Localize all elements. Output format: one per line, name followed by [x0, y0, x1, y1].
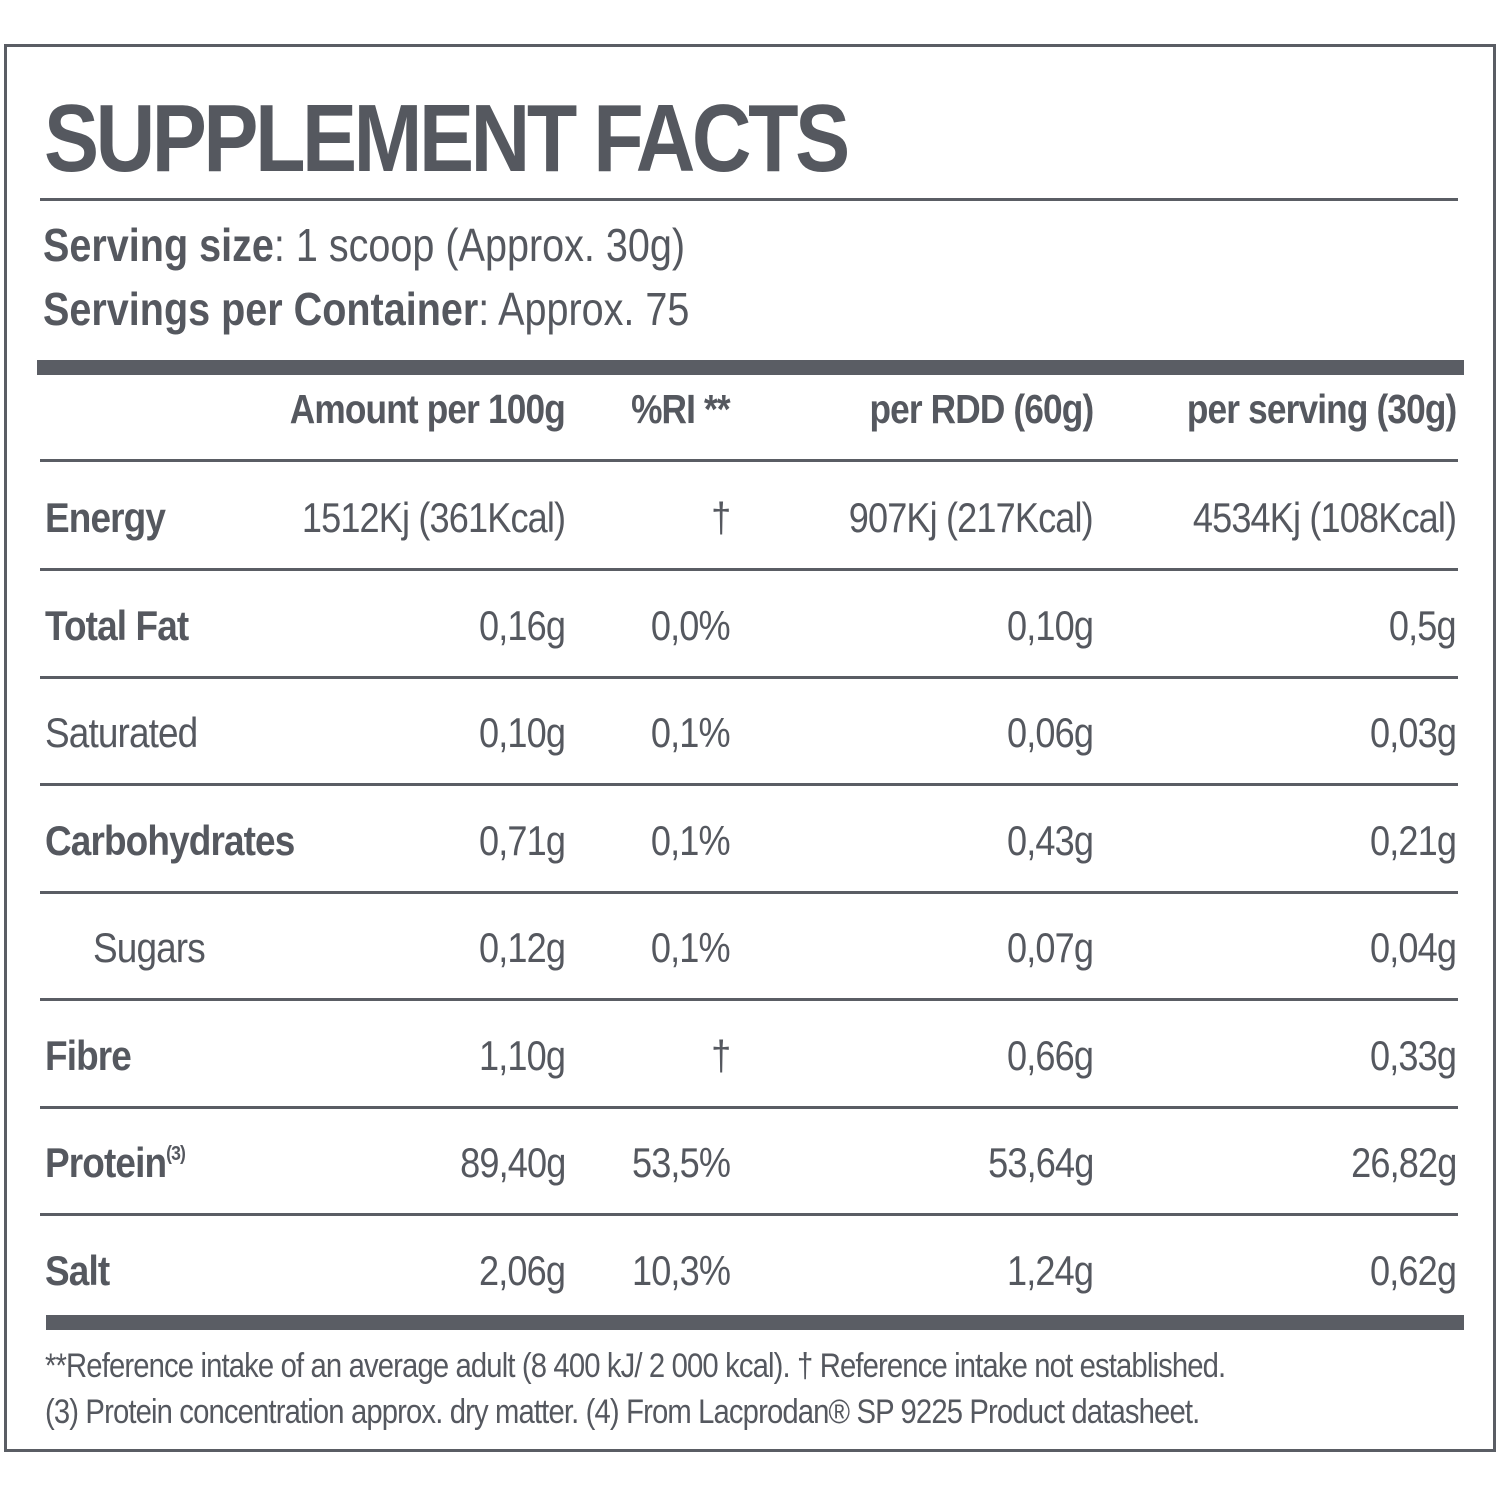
row-label-text: Sugars — [93, 924, 206, 971]
table-cell: 10,3% — [631, 1246, 731, 1294]
row-label-text: Saturated — [45, 709, 198, 756]
row-label-text: Carbohydrates — [45, 816, 295, 864]
row-divider — [40, 998, 1458, 1001]
table-cell: 53,64g — [987, 1139, 1094, 1186]
row-label: Sugars — [93, 924, 206, 972]
table-cell: 0,1% — [651, 924, 731, 971]
label-frame — [4, 44, 1496, 1452]
table-cell: 2,06g — [478, 1246, 566, 1294]
row-label: Total Fat — [45, 601, 189, 650]
table-cell: 0,71g — [478, 816, 566, 864]
table-cell: 0,1% — [651, 709, 731, 756]
table-cell: 53,5% — [631, 1139, 731, 1186]
table-cell: 0,21g — [1369, 816, 1457, 864]
servings-per-container: Servings per Container: Approx. 75 — [43, 282, 689, 336]
divider — [40, 459, 1458, 462]
table-cell: 0,03g — [1369, 709, 1457, 756]
table-cell: 0,1% — [651, 816, 731, 864]
table-cell: 0,33g — [1369, 1031, 1457, 1079]
row-label: Salt — [45, 1246, 110, 1295]
table-cell: 1,10g — [478, 1031, 566, 1079]
column-header: %RI ** — [631, 386, 731, 432]
table-cell: 0,43g — [1006, 816, 1094, 864]
row-divider — [40, 783, 1458, 786]
table-cell: 0,5g — [1389, 601, 1457, 649]
row-label-text: Salt — [45, 1246, 110, 1294]
row-divider — [40, 1106, 1458, 1109]
row-label: Carbohydrates — [45, 816, 295, 865]
row-label: Protein(3) — [45, 1139, 186, 1187]
row-label-text: Energy — [45, 494, 166, 541]
column-header: per serving (30g) — [1186, 386, 1456, 432]
row-label-text: Protein — [45, 1139, 167, 1186]
table-cell: 0,12g — [478, 924, 566, 971]
table-cell: 89,40g — [459, 1139, 566, 1186]
table-cell: 0,10g — [1006, 601, 1094, 649]
row-label-text: Total Fat — [45, 601, 189, 649]
row-label-text: Fibre — [45, 1031, 132, 1079]
servings-per-container-value: : Approx. 75 — [478, 283, 690, 335]
footnote-ref: (3) — [166, 1143, 186, 1165]
row-label: Energy — [45, 494, 166, 542]
serving-size-label: Serving size — [43, 219, 274, 271]
divider — [40, 198, 1458, 201]
table-cell: 0,62g — [1369, 1246, 1457, 1294]
row-divider — [40, 568, 1458, 571]
table-cell: 0,07g — [1006, 924, 1094, 971]
table-cell: † — [710, 1031, 731, 1079]
column-header: per RDD (60g) — [869, 386, 1094, 432]
table-cell: 1512Kj (361Kcal) — [301, 494, 566, 541]
table-cell: 0,66g — [1006, 1031, 1094, 1079]
table-cell: 0,0% — [651, 601, 731, 649]
table-cell: 26,82g — [1350, 1139, 1457, 1186]
table-cell: 0,10g — [478, 709, 566, 756]
table-cell: 0,06g — [1006, 709, 1094, 756]
page-title: SUPPLEMENT FACTS — [44, 85, 850, 192]
serving-size: Serving size: 1 scoop (Approx. 30g) — [43, 218, 685, 272]
thick-divider — [37, 360, 1464, 375]
table-cell: 0,04g — [1369, 924, 1457, 971]
table-cell: 4534Kj (108Kcal) — [1192, 494, 1457, 541]
thick-divider — [46, 1315, 1464, 1330]
servings-per-container-label: Servings per Container — [43, 283, 479, 335]
serving-size-value: : 1 scoop (Approx. 30g) — [273, 219, 686, 271]
column-header: Amount per 100g — [289, 386, 566, 432]
table-cell: 907Kj (217Kcal) — [848, 494, 1094, 541]
table-cell: 0,16g — [478, 601, 566, 649]
row-divider — [40, 676, 1458, 679]
row-label: Saturated — [45, 709, 198, 757]
footnote: (3) Protein concentration approx. dry ma… — [45, 1393, 1200, 1431]
row-divider — [40, 1213, 1458, 1216]
table-cell: 1,24g — [1006, 1246, 1094, 1294]
row-divider — [40, 891, 1458, 894]
row-label: Fibre — [45, 1031, 132, 1080]
table-cell: † — [710, 494, 731, 541]
footnote: **Reference intake of an average adult (… — [45, 1347, 1226, 1385]
